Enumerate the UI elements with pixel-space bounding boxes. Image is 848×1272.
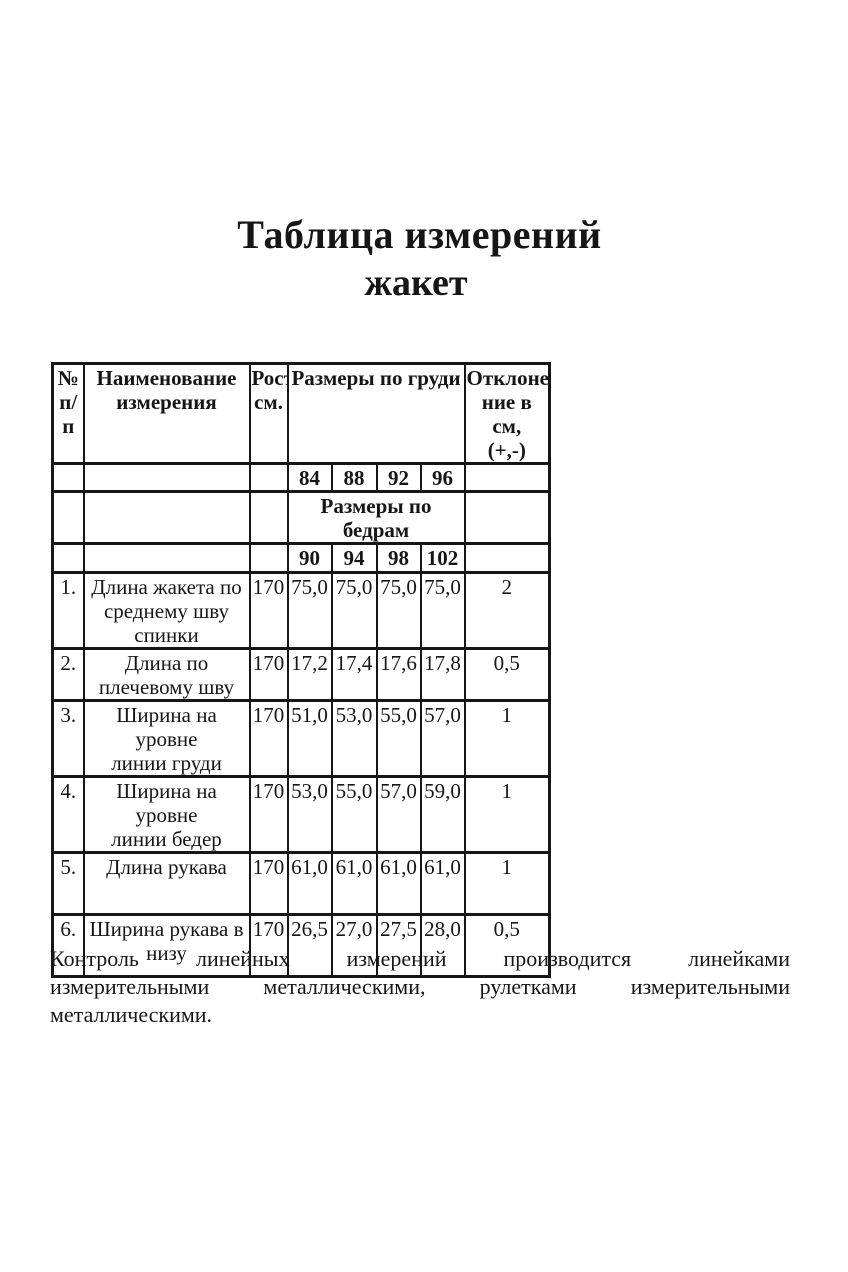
size-value-cell: 17,6	[375, 647, 422, 702]
measurement-name-cell: Ширина рукава в низу	[82, 913, 251, 978]
deviation-cell: 0,5	[463, 647, 551, 702]
size-value-cell: 53,0	[330, 699, 378, 778]
rost-cell: 170	[248, 647, 289, 702]
hip-size-cell: 98	[375, 542, 422, 574]
size-value-cell: 55,0	[375, 699, 422, 778]
deviation-cell: 2	[463, 571, 551, 650]
deviation-cell: 1	[463, 699, 551, 778]
document-title: Таблица измерений	[237, 212, 602, 257]
size-value-cell: 59,0	[419, 775, 466, 854]
empty-cell	[82, 490, 251, 545]
measurement-name-cell: Ширина на уровне линии бедер	[82, 775, 251, 854]
table-row: 3. Ширина на уровне линии груди 170 51,0…	[51, 699, 551, 778]
empty-cell	[463, 490, 551, 545]
row-number-cell: 4.	[51, 775, 85, 854]
chest-size-cell: 88	[330, 462, 378, 493]
rost-cell: 170	[248, 775, 289, 854]
header-deviation-cell: Отклоне ние в см, (+,-)	[463, 362, 551, 465]
empty-cell	[248, 542, 289, 574]
size-value-cell: 61,0	[330, 851, 378, 916]
size-value-cell: 61,0	[375, 851, 422, 916]
row-number-cell: 2.	[51, 647, 85, 702]
hip-size-cell: 102	[419, 542, 466, 574]
row-number-cell: 3.	[51, 699, 85, 778]
size-value-cell: 17,2	[286, 647, 333, 702]
size-value-cell: 51,0	[286, 699, 333, 778]
table-row: 6. Ширина рукава в низу 170 26,5 27,0 27…	[51, 913, 551, 978]
measurement-name-cell: Длина по плечевому шву	[82, 647, 251, 702]
chest-size-cell: 96	[419, 462, 466, 493]
chest-size-cell: 84	[286, 462, 333, 493]
empty-cell	[82, 462, 251, 493]
measurements-table: № п/п Наименование измерения Рост см. Ра…	[51, 362, 552, 978]
control-note-paragraph: Контроль линейных измерений производится…	[50, 945, 790, 1029]
size-value-cell: 53,0	[286, 775, 333, 854]
rost-cell: 170	[248, 913, 289, 978]
paragraph-line: металлическими.	[50, 1002, 213, 1027]
hips-group-row: Размеры по бедрам	[51, 490, 551, 545]
row-number-cell: 1.	[51, 571, 85, 650]
size-value-cell: 61,0	[419, 851, 466, 916]
hip-sizes-row: 90 94 98 102	[51, 542, 551, 574]
paragraph-line: измерительными металлическими, рулетками…	[50, 974, 790, 999]
size-value-cell: 17,8	[419, 647, 466, 702]
empty-cell	[463, 462, 551, 493]
empty-cell	[248, 462, 289, 493]
rost-cell: 170	[248, 571, 289, 650]
deviation-cell: 0,5	[463, 913, 551, 978]
header-num-cell: № п/п	[51, 362, 85, 465]
table-row: 1. Длина жакета по среднему шву спинки 1…	[51, 571, 551, 650]
chest-size-cell: 92	[375, 462, 422, 493]
size-value-cell: 17,4	[330, 647, 378, 702]
table-row: 4. Ширина на уровне линии бедер 170 53,0…	[51, 775, 551, 854]
size-value-cell: 75,0	[375, 571, 422, 650]
rost-cell: 170	[248, 699, 289, 778]
size-value-cell: 27,0	[330, 913, 378, 978]
header-name-cell: Наименование измерения	[82, 362, 251, 465]
row-number-cell: 5.	[51, 851, 85, 916]
table-header-row: № п/п Наименование измерения Рост см. Ра…	[51, 362, 551, 465]
empty-cell	[82, 542, 251, 574]
hip-size-cell: 94	[330, 542, 378, 574]
size-value-cell: 28,0	[419, 913, 466, 978]
size-value-cell: 75,0	[286, 571, 333, 650]
chest-sizes-row: 84 88 92 96	[51, 462, 551, 493]
deviation-cell: 1	[463, 775, 551, 854]
rost-cell: 170	[248, 851, 289, 916]
table-row: 2. Длина по плечевому шву 170 17,2 17,4 …	[51, 647, 551, 702]
empty-cell	[248, 490, 289, 545]
header-rost-cell: Рост см.	[248, 362, 289, 465]
paragraph-line: Контроль линейных измерений производится…	[50, 946, 790, 971]
measurement-name-cell: Длина жакета по среднему шву спинки	[82, 571, 251, 650]
empty-cell	[463, 542, 551, 574]
hip-size-cell: 90	[286, 542, 333, 574]
empty-cell	[51, 542, 85, 574]
size-value-cell: 55,0	[330, 775, 378, 854]
measurement-name-cell: Длина рукава	[82, 851, 251, 916]
measurement-name-cell: Ширина на уровне линии груди	[82, 699, 251, 778]
size-value-cell: 57,0	[375, 775, 422, 854]
size-value-cell: 61,0	[286, 851, 333, 916]
size-value-cell: 75,0	[330, 571, 378, 650]
size-value-cell: 75,0	[419, 571, 466, 650]
table-row: 5. Длина рукава 170 61,0 61,0 61,0 61,0 …	[51, 851, 551, 916]
document-subtitle: жакет	[364, 262, 468, 304]
size-value-cell: 26,5	[286, 913, 333, 978]
deviation-cell: 1	[463, 851, 551, 916]
size-value-cell: 27,5	[375, 913, 422, 978]
hips-group-cell: Размеры по бедрам	[286, 490, 466, 545]
empty-cell	[51, 462, 85, 493]
empty-cell	[51, 490, 85, 545]
size-value-cell: 57,0	[419, 699, 466, 778]
row-number-cell: 6.	[51, 913, 85, 978]
header-chest-group-cell: Размеры по груди	[286, 362, 466, 465]
